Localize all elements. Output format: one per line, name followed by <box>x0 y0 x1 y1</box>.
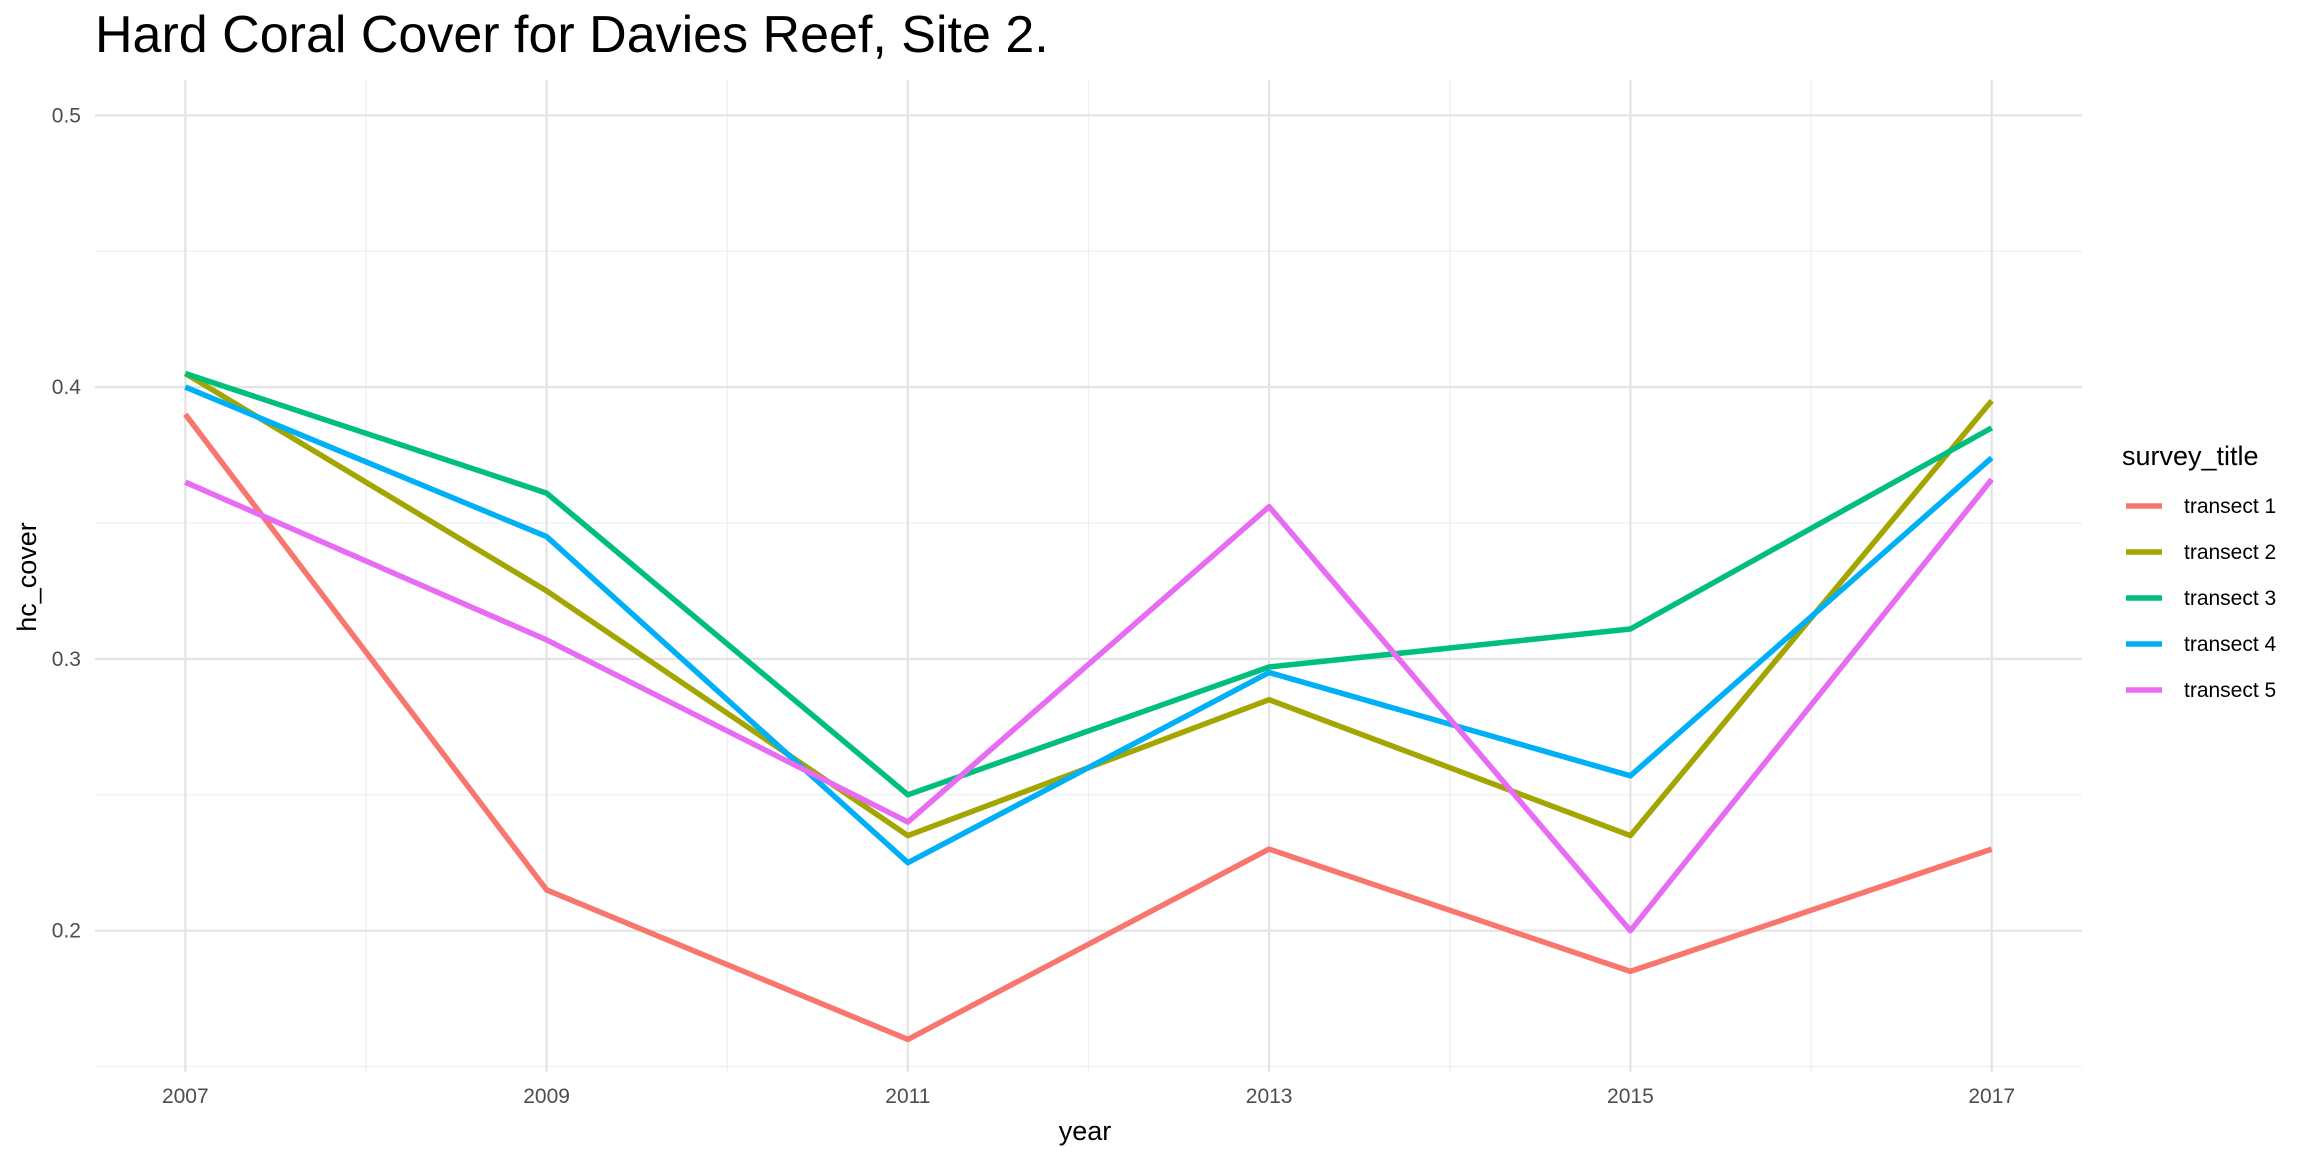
series-line-transect-1 <box>183 412 1993 1043</box>
chart-title: Hard Coral Cover for Davies Reef, Site 2… <box>95 6 1049 64</box>
x-tick-label: 2013 <box>1246 1085 1293 1108</box>
x-tick-label: 2017 <box>1968 1085 2015 1108</box>
x-tick-label: 2015 <box>1607 1085 1654 1108</box>
x-tick-label: 2007 <box>162 1085 209 1108</box>
y-tick-label: 0.4 <box>52 376 82 399</box>
legend-label-transect-3: transect 3 <box>2184 587 2276 610</box>
legend-label-transect-5: transect 5 <box>2184 679 2276 702</box>
y-tick-label: 0.5 <box>52 104 81 127</box>
y-axis-title: hc_cover <box>12 522 42 632</box>
series-line-transect-5 <box>184 477 1994 934</box>
legend-label-transect-2: transect 2 <box>2184 541 2276 564</box>
x-axis-title: year <box>1059 1116 1112 1146</box>
grid <box>95 80 2082 1072</box>
legend-label-transect-1: transect 1 <box>2184 495 2276 518</box>
y-tick-label: 0.3 <box>52 648 81 671</box>
series-layer <box>183 370 1994 1043</box>
series-line-transect-4 <box>184 384 1994 866</box>
x-axis-ticks: 2007 2009 2011 2013 2015 2017 <box>162 1085 2015 1108</box>
legend-title: survey_title <box>2122 441 2259 471</box>
x-tick-label: 2009 <box>523 1085 570 1108</box>
legend-label-transect-4: transect 4 <box>2184 633 2277 656</box>
y-tick-label: 0.2 <box>52 920 81 943</box>
y-axis-ticks: 0.2 0.3 0.4 0.5 <box>52 104 82 942</box>
series-line-transect-3 <box>184 370 1994 798</box>
legend: survey_title transect 1 transect 2 transec… <box>2122 441 2277 702</box>
x-tick-label: 2011 <box>885 1085 930 1108</box>
